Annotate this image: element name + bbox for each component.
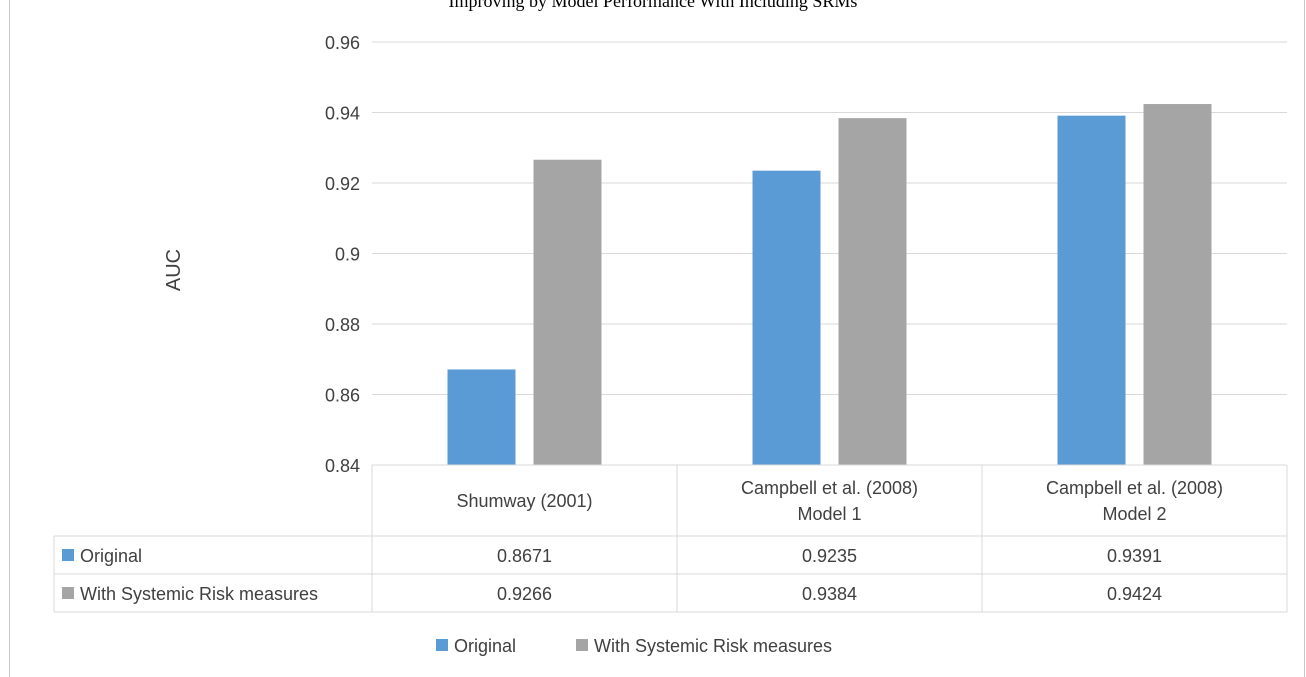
table-legend-key [62, 549, 74, 561]
table-legend-key [62, 587, 74, 599]
bar-systemic-2 [838, 118, 907, 465]
data-label: 0.9391 [1107, 546, 1162, 566]
bar-original-1 [447, 369, 516, 465]
table-series-name: Original [80, 546, 142, 566]
legend-label: Original [454, 636, 516, 656]
y-tick-label: 0.96 [325, 33, 360, 53]
y-tick-label: 0.84 [325, 456, 360, 476]
y-axis-label: AUC [163, 249, 185, 291]
y-tick-label: 0.86 [325, 386, 360, 406]
x-category-label: Model 1 [797, 504, 861, 524]
y-tick-label: 0.88 [325, 315, 360, 335]
x-category-label: Shumway (2001) [456, 491, 592, 511]
x-category-label: Campbell et al. (2008) [1046, 478, 1223, 498]
table-series-name: With Systemic Risk measures [80, 584, 318, 604]
data-label: 0.9235 [802, 546, 857, 566]
y-tick-label: 0.92 [325, 174, 360, 194]
y-tick-label: 0.94 [325, 104, 360, 124]
legend-key-systemic [576, 639, 588, 651]
legend-label: With Systemic Risk measures [594, 636, 832, 656]
legend-key-original [436, 639, 448, 651]
figure-caption: Improving by Model Performance With Incl… [448, 0, 858, 11]
x-category-label: Model 2 [1102, 504, 1166, 524]
chart-frame [9, 0, 1305, 677]
y-tick-label: 0.9 [335, 245, 360, 265]
data-label: 0.9424 [1107, 584, 1162, 604]
bar-systemic-1 [533, 159, 602, 466]
data-label: 0.8671 [497, 546, 552, 566]
data-label: 0.9266 [497, 584, 552, 604]
bar-original-2 [752, 170, 821, 465]
bar-systemic-3 [1143, 104, 1212, 465]
bar-original-3 [1057, 115, 1126, 466]
x-category-label: Campbell et al. (2008) [741, 478, 918, 498]
data-label: 0.9384 [802, 584, 857, 604]
